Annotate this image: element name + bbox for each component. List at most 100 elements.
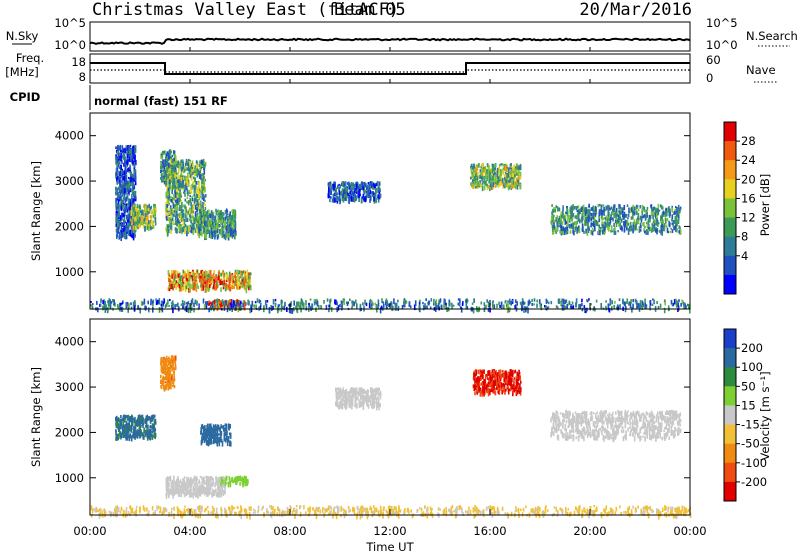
data-cell <box>118 196 121 199</box>
data-cell <box>126 433 128 436</box>
data-cell <box>209 229 211 235</box>
data-cell <box>226 221 228 225</box>
data-cell <box>623 204 626 211</box>
data-cell <box>189 195 191 198</box>
data-cell <box>515 303 517 310</box>
data-cell <box>382 303 385 310</box>
data-cell <box>584 212 587 216</box>
data-cell <box>174 186 177 190</box>
data-cell <box>246 271 249 277</box>
data-cell <box>634 298 637 303</box>
data-cell <box>108 302 111 306</box>
data-cell <box>196 212 199 216</box>
data-cell <box>375 304 378 309</box>
data-cell <box>115 186 117 191</box>
data-cell <box>154 216 157 223</box>
data-cell <box>674 216 677 221</box>
data-cell <box>119 188 122 195</box>
data-cell <box>676 222 678 226</box>
data-cell <box>615 207 618 213</box>
data-cell <box>151 226 154 230</box>
data-cell <box>173 157 175 162</box>
data-cell <box>243 270 246 275</box>
data-cell <box>121 159 123 162</box>
data-cell <box>227 300 230 304</box>
data-cell <box>565 220 568 225</box>
data-cell <box>625 215 627 218</box>
data-cell <box>564 219 567 225</box>
data-cell <box>132 417 135 420</box>
data-cell <box>249 308 251 314</box>
data-cell <box>166 163 168 167</box>
data-cell <box>213 275 215 279</box>
data-cell <box>211 231 214 235</box>
data-cell <box>167 225 169 232</box>
data-cell <box>221 222 224 229</box>
data-cell <box>363 197 365 202</box>
data-cell <box>134 416 136 422</box>
data-cell <box>117 200 120 206</box>
data-cell <box>330 196 332 199</box>
data-cell <box>575 215 578 220</box>
data-cell <box>171 175 173 178</box>
data-cell <box>577 214 579 220</box>
data-cell <box>172 285 174 290</box>
data-cell <box>162 304 164 307</box>
data-cell <box>186 188 189 194</box>
data-cell <box>626 220 629 226</box>
data-cell <box>177 281 179 284</box>
data-cell <box>176 213 179 220</box>
data-cell <box>182 160 184 163</box>
data-cell <box>629 221 632 227</box>
data-cell <box>179 167 182 170</box>
data-cell <box>444 305 447 309</box>
data-cell <box>238 270 240 275</box>
data-cell <box>126 152 128 155</box>
data-cell <box>579 219 581 224</box>
data-cell <box>202 279 205 285</box>
data-cell <box>161 180 163 183</box>
data-cell <box>170 195 172 199</box>
data-cell <box>223 280 225 284</box>
data-cell <box>127 184 130 189</box>
data-cell <box>551 204 553 207</box>
data-cell <box>120 229 122 234</box>
data-cell <box>369 195 372 200</box>
data-cell <box>145 203 147 207</box>
data-cell <box>125 421 128 425</box>
data-cell <box>171 217 174 222</box>
data-cell <box>614 210 617 214</box>
data-cell <box>599 226 602 230</box>
data-cell <box>189 166 192 173</box>
data-cell <box>486 175 488 182</box>
data-cell <box>607 226 609 231</box>
data-cell <box>185 161 188 165</box>
data-cell <box>196 173 199 178</box>
data-cell <box>131 193 133 198</box>
data-cell <box>140 213 143 216</box>
data-cell <box>656 221 659 227</box>
data-cell <box>127 414 130 419</box>
data-cell <box>218 305 220 309</box>
data-cell <box>506 307 509 314</box>
data-cell <box>616 306 618 310</box>
data-cell <box>180 169 183 176</box>
data-cell <box>208 235 211 238</box>
data-cell <box>258 299 261 304</box>
data-cell <box>123 224 125 227</box>
data-cell <box>166 204 169 208</box>
data-cell <box>215 274 217 278</box>
data-cell <box>671 302 674 307</box>
data-cell <box>133 229 135 234</box>
data-cell <box>368 192 371 198</box>
data-cell <box>352 300 355 306</box>
data-cell <box>172 307 174 314</box>
data-cell <box>116 159 119 164</box>
data-cell <box>201 191 203 195</box>
data-cell <box>168 279 170 282</box>
data-cell <box>172 179 174 181</box>
data-cell <box>167 157 169 162</box>
data-cell <box>168 221 171 226</box>
data-cell <box>651 303 654 306</box>
data-cell <box>366 186 368 190</box>
